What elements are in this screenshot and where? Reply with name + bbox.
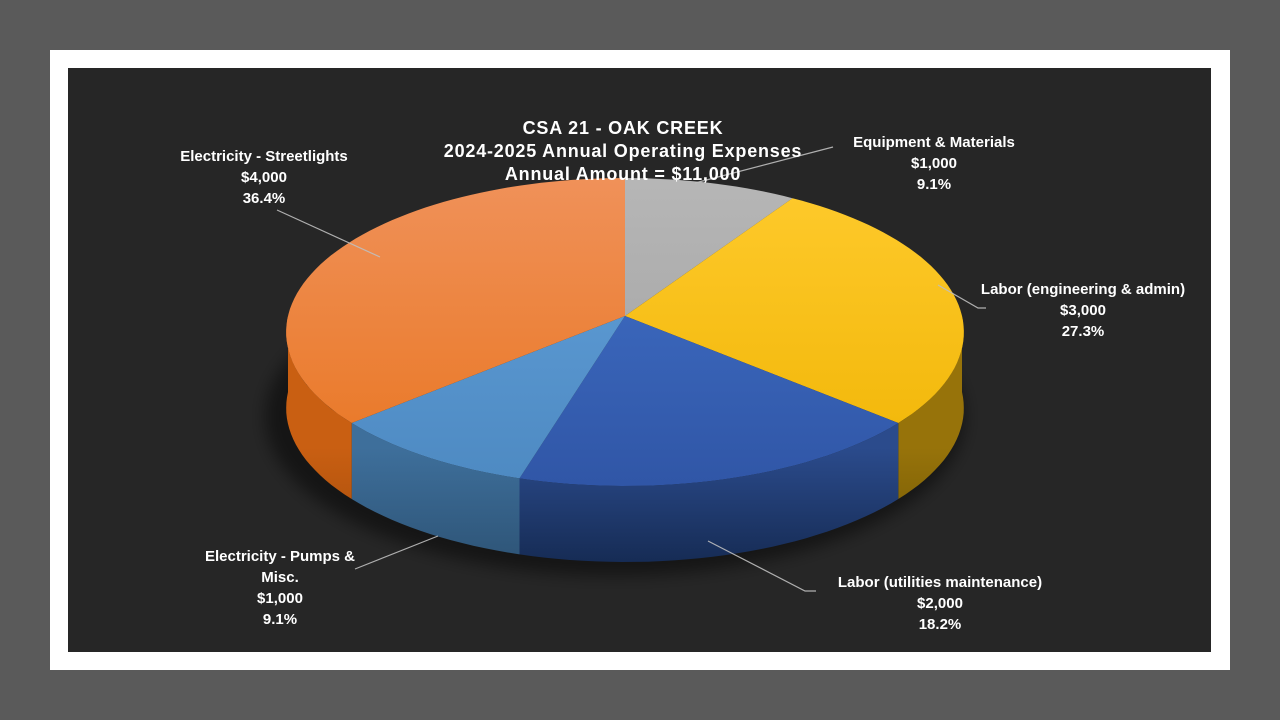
callout-label: Labor (engineering & admin) — [980, 281, 1186, 298]
pie-slice-wall-labor-utilities-maintenance[interactable] — [519, 423, 899, 562]
leader-line-labor-utilities-maintenance — [707, 540, 816, 592]
callout-labor-engineering-admin: Labor (engineering & admin) $3,000 27.3% — [978, 279, 1188, 342]
callout-electricity-streetlights: Electricity - Streetlights $4,000 36.4% — [134, 146, 394, 209]
leader-line-electricity-streetlights — [276, 209, 381, 258]
chart-plot-area: CSA 21 - OAK CREEK 2024-2025 Annual Oper… — [68, 68, 1211, 652]
callout-amount: $3,000 — [1060, 302, 1106, 319]
pie-slice-labor-utilities-maintenance[interactable] — [519, 316, 899, 486]
callout-amount: $1,000 — [911, 155, 957, 172]
callout-percent: 9.1% — [916, 176, 952, 193]
callout-amount: $2,000 — [917, 595, 963, 612]
chart-title: CSA 21 - OAK CREEK 2024-2025 Annual Oper… — [273, 117, 973, 186]
callout-label: Electricity - Pumps & Misc. — [204, 548, 356, 586]
callout-percent: 9.1% — [262, 611, 298, 628]
callout-label: Electricity - Streetlights — [180, 148, 348, 165]
chart-title-line2: 2024-2025 Annual Operating Expenses — [443, 141, 803, 161]
chart-title-line3: Annual Amount = $11,000 — [504, 164, 742, 184]
chart-title-line1: CSA 21 - OAK CREEK — [522, 118, 724, 138]
callout-equipment-materials: Equipment & Materials $1,000 9.1% — [814, 132, 1054, 195]
pie-chart-3d[interactable] — [68, 68, 1211, 652]
callout-amount: $1,000 — [257, 590, 303, 607]
callout-percent: 27.3% — [1061, 323, 1105, 340]
pie-slice-electricity-pumps-misc[interactable] — [351, 316, 625, 479]
leader-line-electricity-pumps-misc — [354, 535, 439, 570]
callout-labor-utilities-maintenance: Labor (utilities maintenance) $2,000 18.… — [800, 572, 1080, 635]
callout-percent: 18.2% — [918, 616, 962, 633]
pie-slice-equipment-materials[interactable] — [625, 178, 793, 316]
callout-electricity-pumps-misc: Electricity - Pumps & Misc. $1,000 9.1% — [185, 546, 375, 630]
pie-slice-electricity-streetlights[interactable] — [286, 178, 625, 423]
leader-line-labor-engineering-admin — [937, 284, 986, 309]
callout-label: Labor (utilities maintenance) — [837, 574, 1043, 591]
leader-line-equipment-materials — [694, 146, 834, 184]
callout-amount: $4,000 — [241, 169, 287, 186]
slide-canvas: CSA 21 - OAK CREEK 2024-2025 Annual Oper… — [50, 50, 1230, 670]
callout-percent: 36.4% — [242, 190, 286, 207]
pie-slice-wall-electricity-streetlights[interactable] — [286, 316, 352, 499]
pie-slice-wall-labor-engineering-admin[interactable] — [898, 316, 964, 499]
callout-label: Equipment & Materials — [853, 134, 1015, 151]
pie-slice-wall-electricity-pumps-misc[interactable] — [351, 423, 520, 555]
pie-slice-labor-engineering-admin[interactable] — [625, 198, 964, 423]
